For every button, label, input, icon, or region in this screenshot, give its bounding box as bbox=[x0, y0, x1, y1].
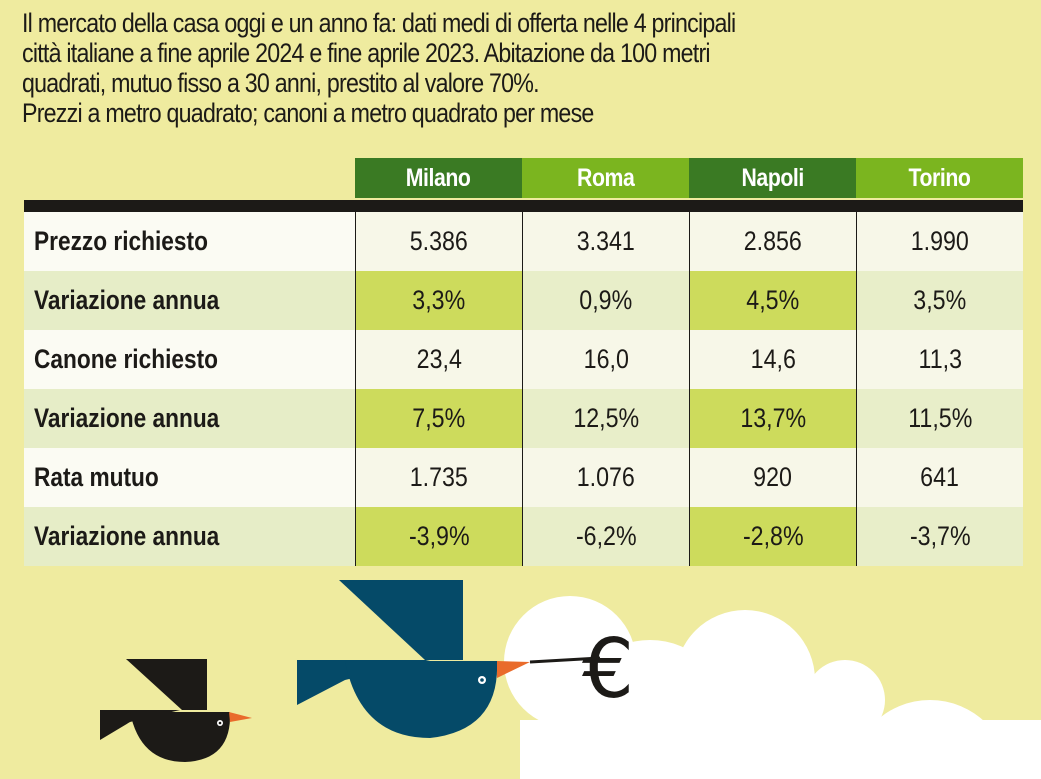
table-cell: 1.990 bbox=[856, 212, 1023, 271]
row-label: Rata mutuo bbox=[34, 462, 159, 492]
cloud-icon bbox=[504, 596, 1041, 779]
table-row: Variazione annua 7,5% 12,5% 13,7% 11,5% bbox=[24, 389, 1023, 448]
table-row: Variazione annua 3,3% 0,9% 4,5% 3,5% bbox=[24, 271, 1023, 330]
row-label: Variazione annua bbox=[34, 285, 220, 315]
table-cell: 13,7% bbox=[689, 389, 856, 448]
table-cell: 23,4 bbox=[355, 330, 522, 389]
table-cell: -3,9% bbox=[355, 507, 522, 566]
table-cell: 3,3% bbox=[355, 271, 522, 330]
table-cell: 2.856 bbox=[689, 212, 856, 271]
table-row: Variazione annua -3,9% -6,2% -2,8% -3,7% bbox=[24, 507, 1023, 566]
intro-line: quadrati, mutuo fisso a 30 anni, prestit… bbox=[22, 68, 540, 98]
table-cell: 14,6 bbox=[689, 330, 856, 389]
table-cell: -2,8% bbox=[689, 507, 856, 566]
table-cell: 4,5% bbox=[689, 271, 856, 330]
column-header-roma: Roma bbox=[522, 158, 689, 198]
intro-line: Prezzi a metro quadrato; canoni a metro … bbox=[22, 98, 594, 128]
table-cell: 1.735 bbox=[355, 448, 522, 507]
row-label: Variazione annua bbox=[34, 521, 220, 551]
table-cell: 12,5% bbox=[522, 389, 689, 448]
black-bird-icon bbox=[100, 659, 252, 762]
column-header-torino: Torino bbox=[856, 158, 1023, 198]
table-cell: -3,7% bbox=[856, 507, 1023, 566]
table-cell: 1.076 bbox=[522, 448, 689, 507]
table-cell: -6,2% bbox=[522, 507, 689, 566]
blue-bird-icon bbox=[297, 580, 601, 738]
table-cell: 920 bbox=[689, 448, 856, 507]
intro-line: Il mercato della casa oggi e un anno fa:… bbox=[22, 8, 736, 38]
table-row: Rata mutuo 1.735 1.076 920 641 bbox=[24, 448, 1023, 507]
row-label: Canone richiesto bbox=[34, 344, 218, 374]
row-label: Variazione annua bbox=[34, 403, 220, 433]
column-header-napoli: Napoli bbox=[689, 158, 856, 198]
table-row: Canone richiesto 23,4 16,0 14,6 11,3 bbox=[24, 330, 1023, 389]
intro-text: Il mercato della casa oggi e un anno fa:… bbox=[22, 8, 1020, 128]
table-cell: 16,0 bbox=[522, 330, 689, 389]
table-cell: 3,5% bbox=[856, 271, 1023, 330]
row-label: Prezzo richiesto bbox=[34, 226, 208, 256]
birds-cloud-illustration: € bbox=[100, 580, 1041, 779]
table-cell: 641 bbox=[856, 448, 1023, 507]
table-cell: 3.341 bbox=[522, 212, 689, 271]
euro-symbol: € bbox=[582, 622, 634, 717]
table-cell: 7,5% bbox=[355, 389, 522, 448]
table-cell: 5.386 bbox=[355, 212, 522, 271]
table-cell: 11,5% bbox=[856, 389, 1023, 448]
table-row: Prezzo richiesto 5.386 3.341 2.856 1.990 bbox=[24, 212, 1023, 271]
column-header-milano: Milano bbox=[355, 158, 522, 198]
table-cell: 0,9% bbox=[522, 271, 689, 330]
table-cell: 11,3 bbox=[856, 330, 1023, 389]
intro-line: città italiane a fine aprile 2024 e fine… bbox=[22, 38, 711, 68]
table-top-rule bbox=[24, 200, 1023, 212]
